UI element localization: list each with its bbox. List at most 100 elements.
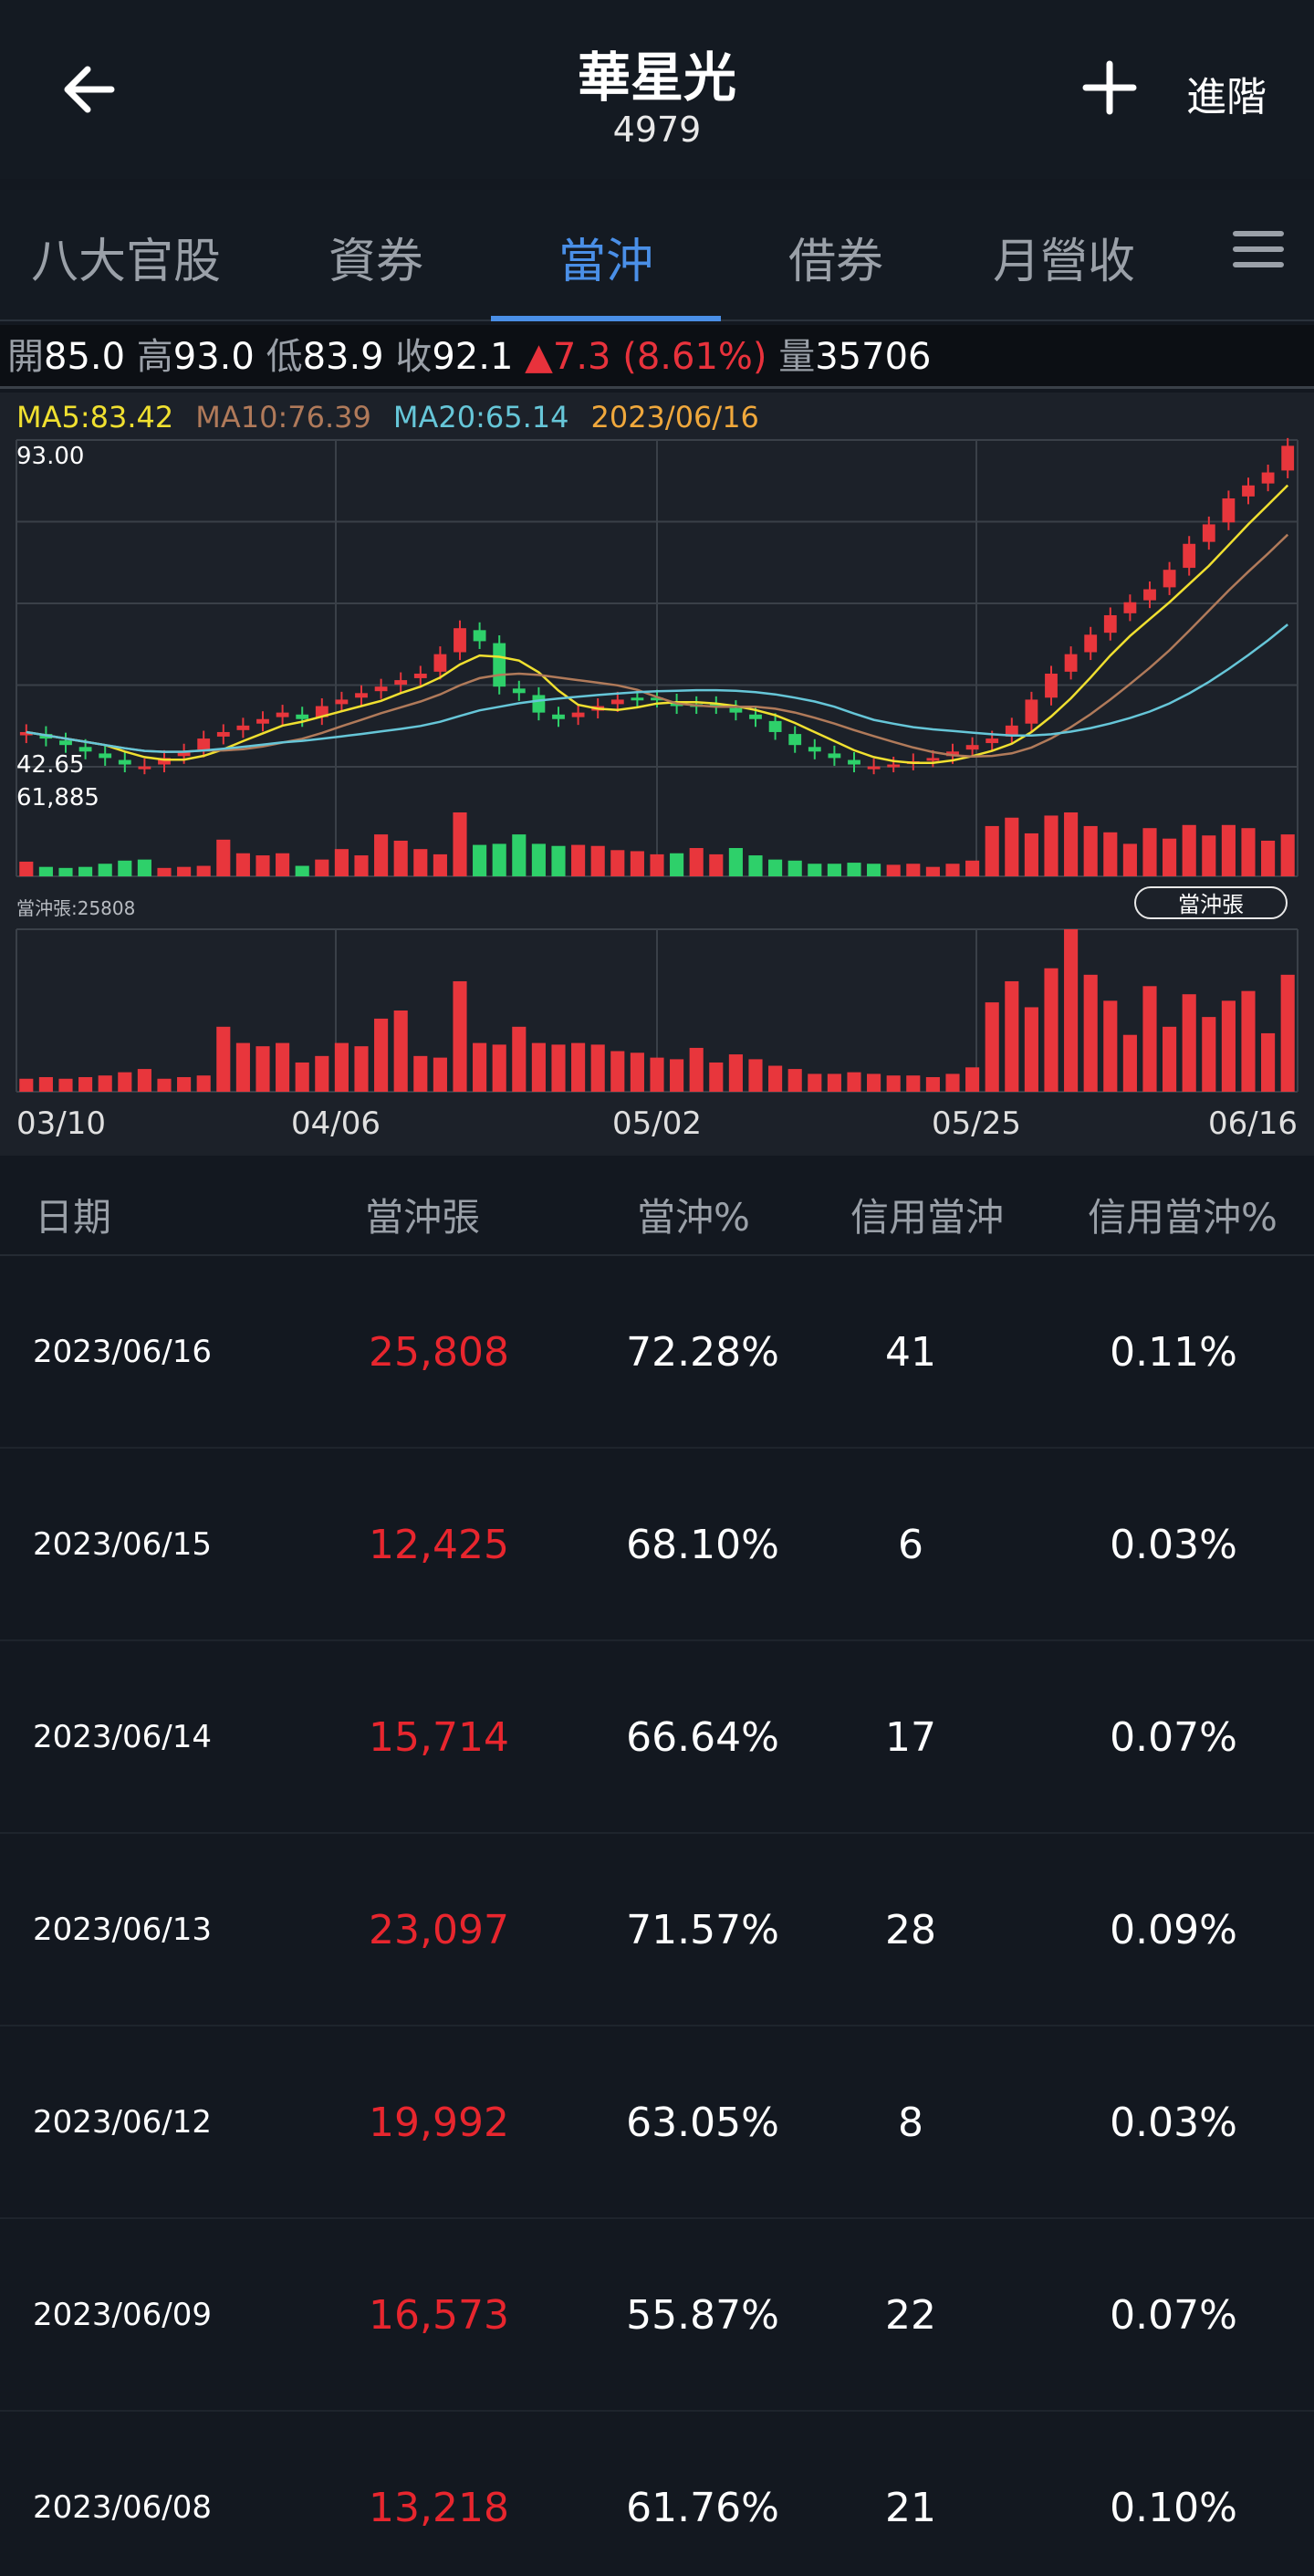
volume-bar <box>58 867 73 876</box>
candlestick <box>454 628 466 653</box>
hamburger-menu-icon[interactable] <box>1232 228 1285 270</box>
daytrade-bar <box>1280 974 1295 1092</box>
daytrade-bar <box>689 1047 704 1092</box>
volume-bar <box>1005 817 1019 876</box>
ma-legend: MA5:83.42 MA10:76.39 MA20:65.14 2023/06/16 <box>16 400 781 435</box>
candlestick <box>473 630 486 642</box>
row-credit-pct: 0.09% <box>1110 1907 1237 1953</box>
daytrade-label: 當沖張:25808 <box>16 897 135 919</box>
daytrade-bar <box>177 1076 192 1092</box>
row-date: 2023/06/13 <box>33 1911 212 1948</box>
daytrade-bar <box>630 1052 644 1092</box>
tab-monthly-revenue[interactable]: 月營收 <box>992 235 1135 289</box>
daytrade-toggle-button[interactable]: 當沖張 <box>1134 886 1288 919</box>
volume-bar <box>1221 824 1236 876</box>
table-row[interactable]: 2023/06/16 25,808 72.28% 41 0.11% <box>0 1256 1314 1449</box>
candlestick <box>197 738 211 750</box>
candlestick <box>118 759 131 765</box>
stock-chart[interactable]: MA5:83.42 MA10:76.39 MA20:65.14 2023/06/16 … <box>0 393 1314 1156</box>
col-daytrade-pct[interactable]: 當沖% <box>637 1195 750 1240</box>
advanced-button[interactable]: 進階 <box>1186 74 1267 120</box>
daytrade-bar <box>1142 986 1157 1092</box>
volume-bar <box>985 825 999 876</box>
x-axis-label: 06/16 <box>1208 1105 1298 1142</box>
volume-bar <box>196 865 211 876</box>
daytrade-bar <box>1083 974 1098 1092</box>
moving-average-lines <box>26 484 1289 765</box>
table-row[interactable]: 2023/06/09 16,573 55.87% 22 0.07% <box>0 2219 1314 2412</box>
row-daytrade: 19,992 <box>369 2100 509 2146</box>
table-row[interactable]: 2023/06/13 23,097 71.57% 28 0.09% <box>0 1834 1314 2026</box>
daytrade-bar <box>1182 994 1196 1092</box>
price-max-label: 93.00 <box>16 443 84 470</box>
volume-bar <box>492 843 506 876</box>
daytrade-bar <box>1221 1000 1236 1092</box>
col-credit[interactable]: 信用當沖 <box>850 1195 1005 1240</box>
daytrade-bar <box>256 1046 270 1092</box>
daytrade-bar <box>216 1026 231 1092</box>
row-credit: 21 <box>885 2485 936 2531</box>
table-header: 日期 當沖張 當沖% 信用當沖 信用當沖% <box>0 1159 1314 1256</box>
stock-code: 4979 <box>612 110 702 150</box>
table-row[interactable]: 2023/06/14 15,714 66.64% 17 0.07% <box>0 1641 1314 1834</box>
candlestick <box>1202 524 1215 542</box>
x-axis-label: 05/02 <box>612 1105 702 1142</box>
candlestick <box>1064 654 1078 672</box>
tab-securities-lending[interactable]: 借券 <box>787 235 883 289</box>
back-arrow-icon[interactable] <box>55 57 128 130</box>
volume-bar <box>808 864 822 876</box>
chart-date: 2023/06/16 <box>590 400 759 435</box>
daytrade-bar <box>295 1062 309 1092</box>
volume-bar <box>689 848 704 876</box>
tab-official-stocks[interactable]: 八大官股 <box>30 235 221 289</box>
daytrade-bar <box>118 1072 132 1092</box>
row-credit: 8 <box>898 2100 923 2146</box>
candlestick <box>1123 602 1137 613</box>
daytrade-bar <box>473 1042 487 1092</box>
daytrade-bar <box>413 1055 428 1092</box>
candlestick <box>965 745 979 750</box>
candlestick <box>1045 673 1058 698</box>
col-credit-pct[interactable]: 信用當沖% <box>1088 1195 1278 1240</box>
candlestick <box>571 712 585 717</box>
table-row[interactable]: 2023/06/08 13,218 61.76% 21 0.10% <box>0 2412 1314 2576</box>
daytrade-bar <box>709 1062 724 1092</box>
volume-bar <box>965 860 980 876</box>
volume-bar <box>38 866 53 876</box>
volume-bar <box>1182 824 1196 876</box>
table-row[interactable]: 2023/06/12 19,992 63.05% 8 0.03% <box>0 2026 1314 2219</box>
col-daytrade[interactable]: 當沖張 <box>365 1195 481 1240</box>
col-date[interactable]: 日期 <box>35 1195 112 1240</box>
add-icon[interactable] <box>1077 51 1142 124</box>
row-credit-pct: 0.03% <box>1110 1522 1237 1568</box>
volume-bar <box>393 840 408 876</box>
volume-bar <box>945 864 960 876</box>
x-axis-label: 05/25 <box>932 1105 1021 1142</box>
daytrade-bar <box>610 1051 625 1092</box>
tab-day-trading[interactable]: 當沖 <box>558 235 653 289</box>
candlestick <box>394 680 408 686</box>
app-header: 華星光 4979 進階 <box>0 0 1314 179</box>
candlestick <box>1183 543 1196 569</box>
candlestick <box>374 686 388 692</box>
daytrade-bar <box>78 1076 93 1092</box>
table-row[interactable]: 2023/06/15 12,425 68.10% 6 0.03% <box>0 1449 1314 1641</box>
row-daytrade-pct: 66.64% <box>626 1714 779 1761</box>
price-change-pct: (8.61%) <box>622 336 767 378</box>
volume-bar <box>177 866 192 876</box>
tab-margin[interactable]: 資券 <box>328 235 423 289</box>
candlestick <box>1242 485 1255 497</box>
daytrade-bar <box>235 1042 250 1092</box>
volume-bar <box>235 853 250 876</box>
volume-label: 量 <box>778 336 816 378</box>
candlestick <box>433 654 447 672</box>
volume-bar <box>118 860 132 876</box>
candlestick <box>552 714 565 719</box>
row-credit: 41 <box>885 1329 936 1376</box>
candlestick <box>808 747 821 752</box>
volume-bar <box>295 865 309 876</box>
daytrade-bar <box>98 1075 112 1092</box>
volume-bar <box>867 864 881 876</box>
candlestick <box>610 699 624 705</box>
volume-bar <box>610 850 625 876</box>
